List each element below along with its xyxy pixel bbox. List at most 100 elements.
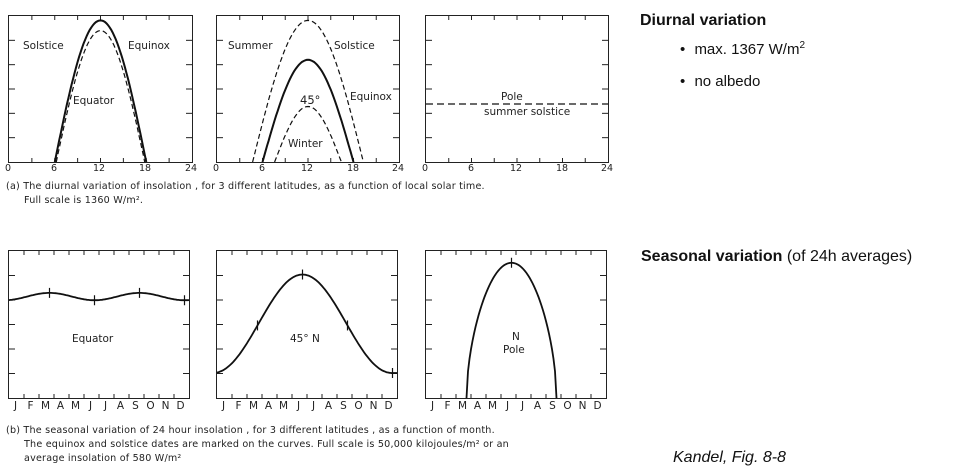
month-label-months-b2-1: F	[235, 400, 242, 412]
tick-a1-0: 0	[4, 163, 12, 174]
month-label-months-b3-1: F	[444, 400, 451, 412]
label-45n: 45° N	[290, 333, 320, 345]
label-equinox-a2: Equinox	[349, 91, 393, 103]
diurnal-title: Diurnal variation	[640, 12, 767, 29]
month-label-months-b1-10: N	[161, 400, 170, 412]
month-label-months-b2-2: M	[248, 400, 259, 412]
month-label-months-b1-2: M	[40, 400, 51, 412]
b1-curve	[8, 292, 190, 302]
label-solstice: Solstice	[22, 40, 65, 52]
tick-a1-18: 18	[138, 163, 152, 174]
month-label-months-b2-4: M	[278, 400, 289, 412]
month-label-months-b3-0: J	[430, 400, 435, 412]
panel-b3-plot	[426, 251, 606, 399]
seasonal-heading: Seasonal variation (of 24h averages)	[641, 248, 912, 266]
month-label-months-b1-3: A	[56, 400, 65, 412]
month-label-months-b2-3: A	[264, 400, 273, 412]
panel-a1-plot	[9, 16, 192, 163]
a2-curve-winter	[274, 105, 342, 163]
panel-a2-plot	[217, 16, 399, 163]
caption-a-line2: Full scale is 1360 W/m².	[24, 195, 144, 206]
label-45deg: 45°	[300, 93, 321, 107]
month-label-months-b1-6: J	[103, 400, 108, 412]
panel-a1-equator-diurnal: Solstice Equinox Equator	[8, 15, 193, 163]
month-label-months-b2-5: J	[296, 400, 301, 412]
tick-a3-0: 0	[421, 163, 429, 174]
a1-curve-solstice	[55, 29, 146, 163]
caption-b-line1: (b) The seasonal variation of 24 hour in…	[6, 425, 495, 436]
month-label-months-b2-6: J	[311, 400, 316, 412]
label-summer-solstice: summer solstice	[484, 106, 571, 118]
panel-b2-plot	[216, 251, 397, 398]
tick-a2-0: 0	[212, 163, 220, 174]
figure-credit: Kandel, Fig. 8-8	[673, 449, 786, 466]
month-label-months-b1-7: A	[116, 400, 125, 412]
panel-a3-plot	[426, 16, 608, 162]
label-pole: Pole	[501, 91, 523, 103]
a2-curve-equinox	[261, 58, 355, 163]
month-label-months-b3-6: J	[520, 400, 525, 412]
month-label-months-b2-7: A	[324, 400, 333, 412]
tick-a3-18: 18	[555, 163, 569, 174]
label-equator-b1: Equator	[72, 333, 114, 345]
bullet-2: •	[680, 73, 686, 90]
month-label-months-b2-9: O	[354, 400, 363, 412]
panel-b3-pole-seasonal: N Pole	[425, 250, 607, 399]
label-equator: Equator	[73, 95, 115, 107]
panel-a2-45-diurnal: Summer Solstice 45° Equinox Winter	[216, 15, 400, 163]
month-label-months-b1-0: J	[13, 400, 18, 412]
label-solstice-a2: Solstice	[333, 40, 376, 52]
month-label-months-b2-8: S	[340, 400, 347, 412]
month-label-months-b1-4: M	[70, 400, 81, 412]
month-label-months-b3-11: D	[593, 400, 602, 412]
b2-curve	[216, 273, 397, 374]
tick-a3-6: 6	[467, 163, 475, 174]
tick-a1-24: 24	[184, 163, 198, 174]
label-pole-b3: Pole	[503, 344, 525, 356]
month-label-months-b2-10: N	[369, 400, 378, 412]
month-label-months-b1-8: S	[132, 400, 139, 412]
tick-a2-24: 24	[391, 163, 405, 174]
panel-a3-pole-diurnal: Pole summer solstice	[425, 15, 609, 163]
tick-a1-12: 12	[92, 163, 106, 174]
diurnal-item-1-sup: 2	[799, 40, 806, 51]
month-label-months-b1-1: F	[27, 400, 34, 412]
month-label-months-b3-10: N	[578, 400, 587, 412]
month-label-months-b3-2: M	[457, 400, 468, 412]
bullet-1: •	[680, 41, 686, 58]
caption-b-line2: The equinox and solstice dates are marke…	[24, 439, 509, 450]
caption-b-line3: average insolation of 580 W/m²	[24, 453, 182, 464]
caption-a-line1: (a) The diurnal variation of insolation …	[6, 181, 485, 192]
seasonal-rest: (of 24h averages)	[782, 248, 913, 265]
tick-a1-6: 6	[50, 163, 58, 174]
month-label-months-b2-0: J	[221, 400, 226, 412]
month-label-months-b3-8: S	[549, 400, 556, 412]
label-winter: Winter	[287, 138, 324, 150]
month-label-months-b3-4: M	[487, 400, 498, 412]
seasonal-title: Seasonal variation	[641, 248, 783, 265]
label-n: N	[512, 331, 520, 343]
tick-a2-6: 6	[258, 163, 266, 174]
month-label-months-b1-5: J	[88, 400, 93, 412]
a1-curve-equinox	[53, 19, 148, 163]
tick-a3-24: 24	[600, 163, 614, 174]
label-summer: Summer	[227, 40, 274, 52]
month-label-months-b3-5: J	[505, 400, 510, 412]
diurnal-item-1: • max. 1367 W/m2	[680, 40, 805, 58]
month-label-months-b3-7: A	[533, 400, 542, 412]
tick-a2-12: 12	[300, 163, 314, 174]
label-equinox: Equinox	[127, 40, 171, 52]
month-label-months-b3-9: O	[563, 400, 572, 412]
panel-b2-45n-seasonal: 45° N	[216, 250, 398, 399]
tick-a2-18: 18	[346, 163, 360, 174]
panel-b1-equator-seasonal: Equator	[8, 250, 190, 399]
month-label-months-b1-9: O	[146, 400, 155, 412]
month-label-months-b2-11: D	[384, 400, 393, 412]
month-label-months-b1-11: D	[176, 400, 185, 412]
diurnal-item-2-text: no albedo	[694, 73, 761, 90]
tick-a3-12: 12	[509, 163, 523, 174]
diurnal-item-2: • no albedo	[680, 73, 760, 90]
month-label-months-b3-3: A	[473, 400, 482, 412]
diurnal-item-1-text: max. 1367 W/m	[694, 41, 800, 58]
panel-b1-plot	[8, 251, 190, 398]
